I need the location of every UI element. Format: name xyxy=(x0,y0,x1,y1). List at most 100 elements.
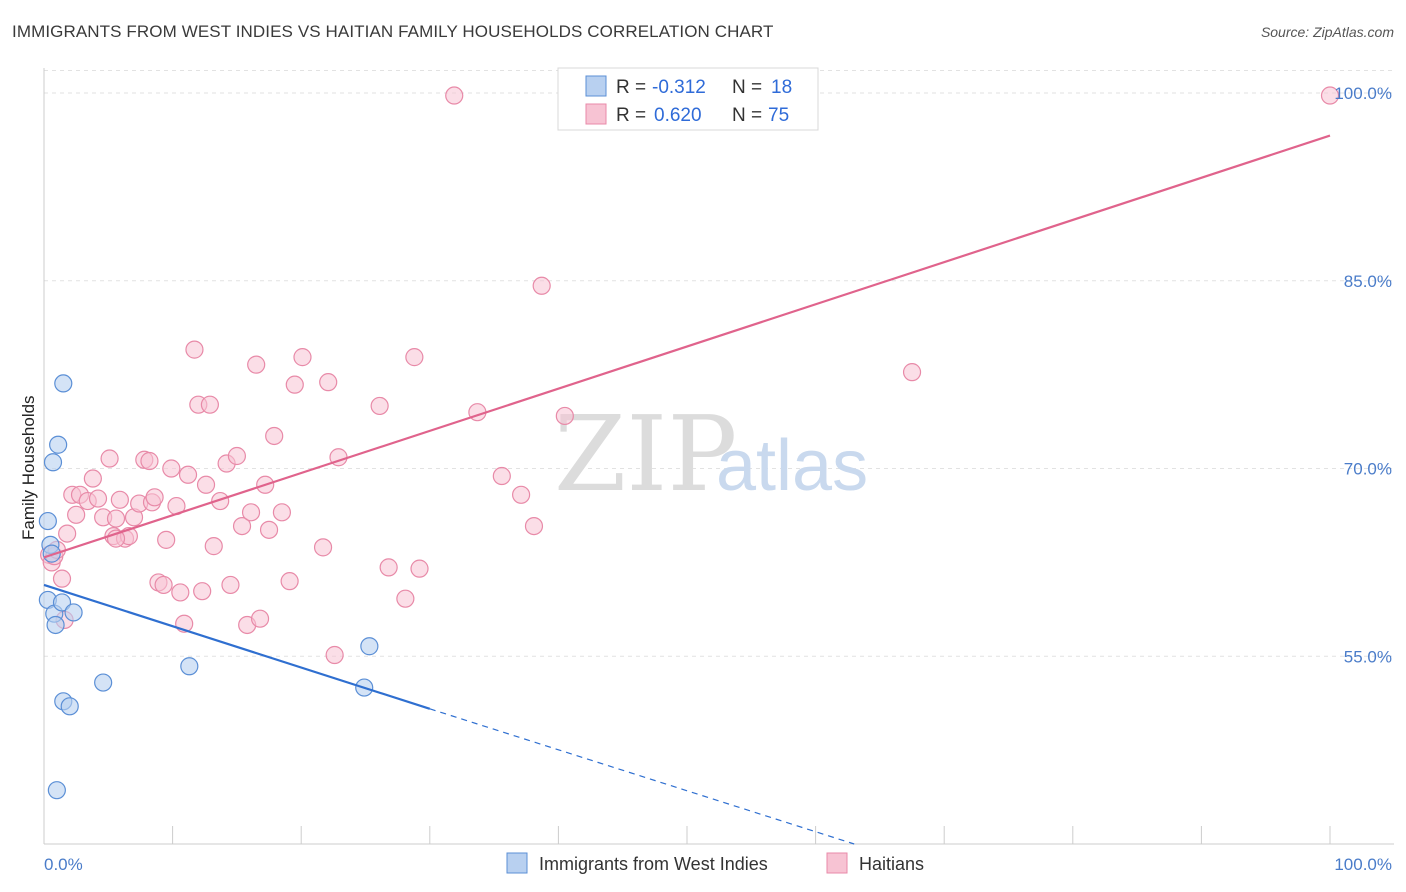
haitians-point-46 xyxy=(241,503,261,522)
haitians-point-64 xyxy=(410,559,429,578)
x-tick-label-0: 0.0% xyxy=(44,855,83,874)
y-tick-label-0: 55.0% xyxy=(1344,647,1392,666)
west-indies-trend-extension xyxy=(429,708,855,845)
west-indies-trend-line xyxy=(43,583,431,710)
axes xyxy=(43,68,1394,845)
y-tick-labels: 55.0% 70.0% 85.0% 100.0% xyxy=(1334,84,1392,666)
west-indies-point-16 xyxy=(360,637,379,656)
gridlines xyxy=(44,70,1394,657)
y-tick-label-1: 70.0% xyxy=(1344,460,1392,479)
haitians-point-56 xyxy=(313,538,333,557)
watermark-atlas: atlas xyxy=(716,426,868,506)
haitians-point-38 xyxy=(200,395,219,414)
y-axis-label: Family Households xyxy=(19,395,38,540)
west-indies-point-7 xyxy=(49,435,68,454)
haitians-point-16 xyxy=(106,509,126,528)
west-indies-point-17 xyxy=(47,781,66,800)
bottom-legend-label-blue: Immigrants from West Indies xyxy=(539,854,768,874)
haitians-point-51 xyxy=(265,426,284,446)
haitians-point-53 xyxy=(280,572,299,591)
haitians-point-11 xyxy=(83,469,102,488)
haitians-point-36 xyxy=(193,582,212,601)
haitians-trend-line xyxy=(43,134,1331,559)
chart-title: IMMIGRANTS FROM WEST INDIES VS HAITIAN F… xyxy=(12,22,774,41)
haitians-point-52 xyxy=(272,503,292,522)
y-tick-label-2: 85.0% xyxy=(1344,272,1392,291)
haitians-point-4 xyxy=(52,569,72,588)
legend-n-label-1: N = xyxy=(732,77,762,98)
haitians-point-39 xyxy=(204,537,223,556)
haitians-point-70 xyxy=(532,276,551,295)
x-tick-labels: 0.0% 100.0% xyxy=(44,855,1392,874)
legend-n-value-2: 75 xyxy=(768,105,789,126)
legend-r-value-2: 0.620 xyxy=(654,105,702,126)
haitians-point-67 xyxy=(492,466,511,486)
haitians-point-65 xyxy=(445,86,464,105)
haitians-point-27 xyxy=(154,575,173,595)
haitians-point-6 xyxy=(58,524,77,543)
legend-r-label-2: R = xyxy=(616,105,646,126)
haitians-point-55 xyxy=(293,348,312,367)
watermark-zip: ZIP xyxy=(554,393,737,515)
haitians-point-40 xyxy=(211,491,230,511)
west-indies-points xyxy=(38,374,379,800)
haitians-point-31 xyxy=(171,583,190,602)
haitians-point-48 xyxy=(250,609,270,628)
haitians-point-62 xyxy=(396,589,415,608)
haitians-point-14 xyxy=(100,449,119,468)
west-indies-point-8 xyxy=(54,374,73,393)
haitians-point-37 xyxy=(196,475,216,494)
trend-lines xyxy=(43,134,1331,845)
legend-n-label-2: N = xyxy=(732,105,762,126)
west-indies-point-9 xyxy=(52,593,72,612)
legend-n-value-1: 18 xyxy=(771,77,792,98)
haitians-point-58 xyxy=(325,645,344,665)
west-indies-point-14 xyxy=(180,657,199,676)
bottom-legend-label-pink: Haitians xyxy=(859,854,924,874)
west-indies-point-12 xyxy=(60,697,79,716)
legend-swatch-pink xyxy=(585,103,607,125)
haitians-point-34 xyxy=(185,340,204,359)
legend-swatch-blue xyxy=(585,75,607,97)
haitians-point-12 xyxy=(88,489,108,508)
haitians-point-54 xyxy=(285,375,304,394)
haitians-point-60 xyxy=(370,396,389,416)
west-indies-point-2 xyxy=(42,544,61,563)
haitians-point-25 xyxy=(145,488,164,507)
haitians-point-29 xyxy=(162,459,181,478)
haitians-point-8 xyxy=(67,505,86,524)
haitians-point-71 xyxy=(555,406,574,426)
haitians-point-63 xyxy=(405,348,424,367)
haitians-point-23 xyxy=(140,451,159,471)
haitians-point-17 xyxy=(110,490,129,509)
legend-box: R = -0.312 N = 18 R = 0.620 N = 75 xyxy=(557,67,819,131)
haitians-point-72 xyxy=(902,363,922,382)
west-indies-point-5 xyxy=(46,615,65,635)
legend-r-label-1: R = xyxy=(616,77,646,98)
legend-r-value-1: -0.312 xyxy=(652,77,706,98)
haitians-point-61 xyxy=(379,558,398,577)
haitians-point-42 xyxy=(221,575,240,595)
y-tick-label-3: 100.0% xyxy=(1334,84,1392,103)
west-indies-point-0 xyxy=(38,511,57,531)
x-tick-label-1: 100.0% xyxy=(1334,855,1392,874)
west-indies-point-6 xyxy=(43,453,63,472)
haitians-point-73 xyxy=(1320,86,1340,105)
haitians-point-33 xyxy=(178,465,198,484)
haitians-point-44 xyxy=(232,516,252,536)
haitians-point-47 xyxy=(247,355,266,374)
haitians-point-43 xyxy=(227,446,246,466)
west-indies-point-13 xyxy=(94,673,113,692)
haitians-point-69 xyxy=(524,516,544,536)
haitians-points xyxy=(40,86,1340,665)
haitians-point-68 xyxy=(512,485,531,504)
bottom-legend-swatch-blue xyxy=(506,852,528,874)
haitians-point-28 xyxy=(157,530,176,549)
bottom-legend: Immigrants from West Indies Haitians xyxy=(506,852,924,874)
west-indies-point-10 xyxy=(64,603,83,622)
haitians-point-57 xyxy=(319,373,338,392)
bottom-legend-swatch-pink xyxy=(826,852,848,874)
haitians-point-50 xyxy=(259,520,279,539)
chart-source: Source: ZipAtlas.com xyxy=(1260,24,1394,40)
